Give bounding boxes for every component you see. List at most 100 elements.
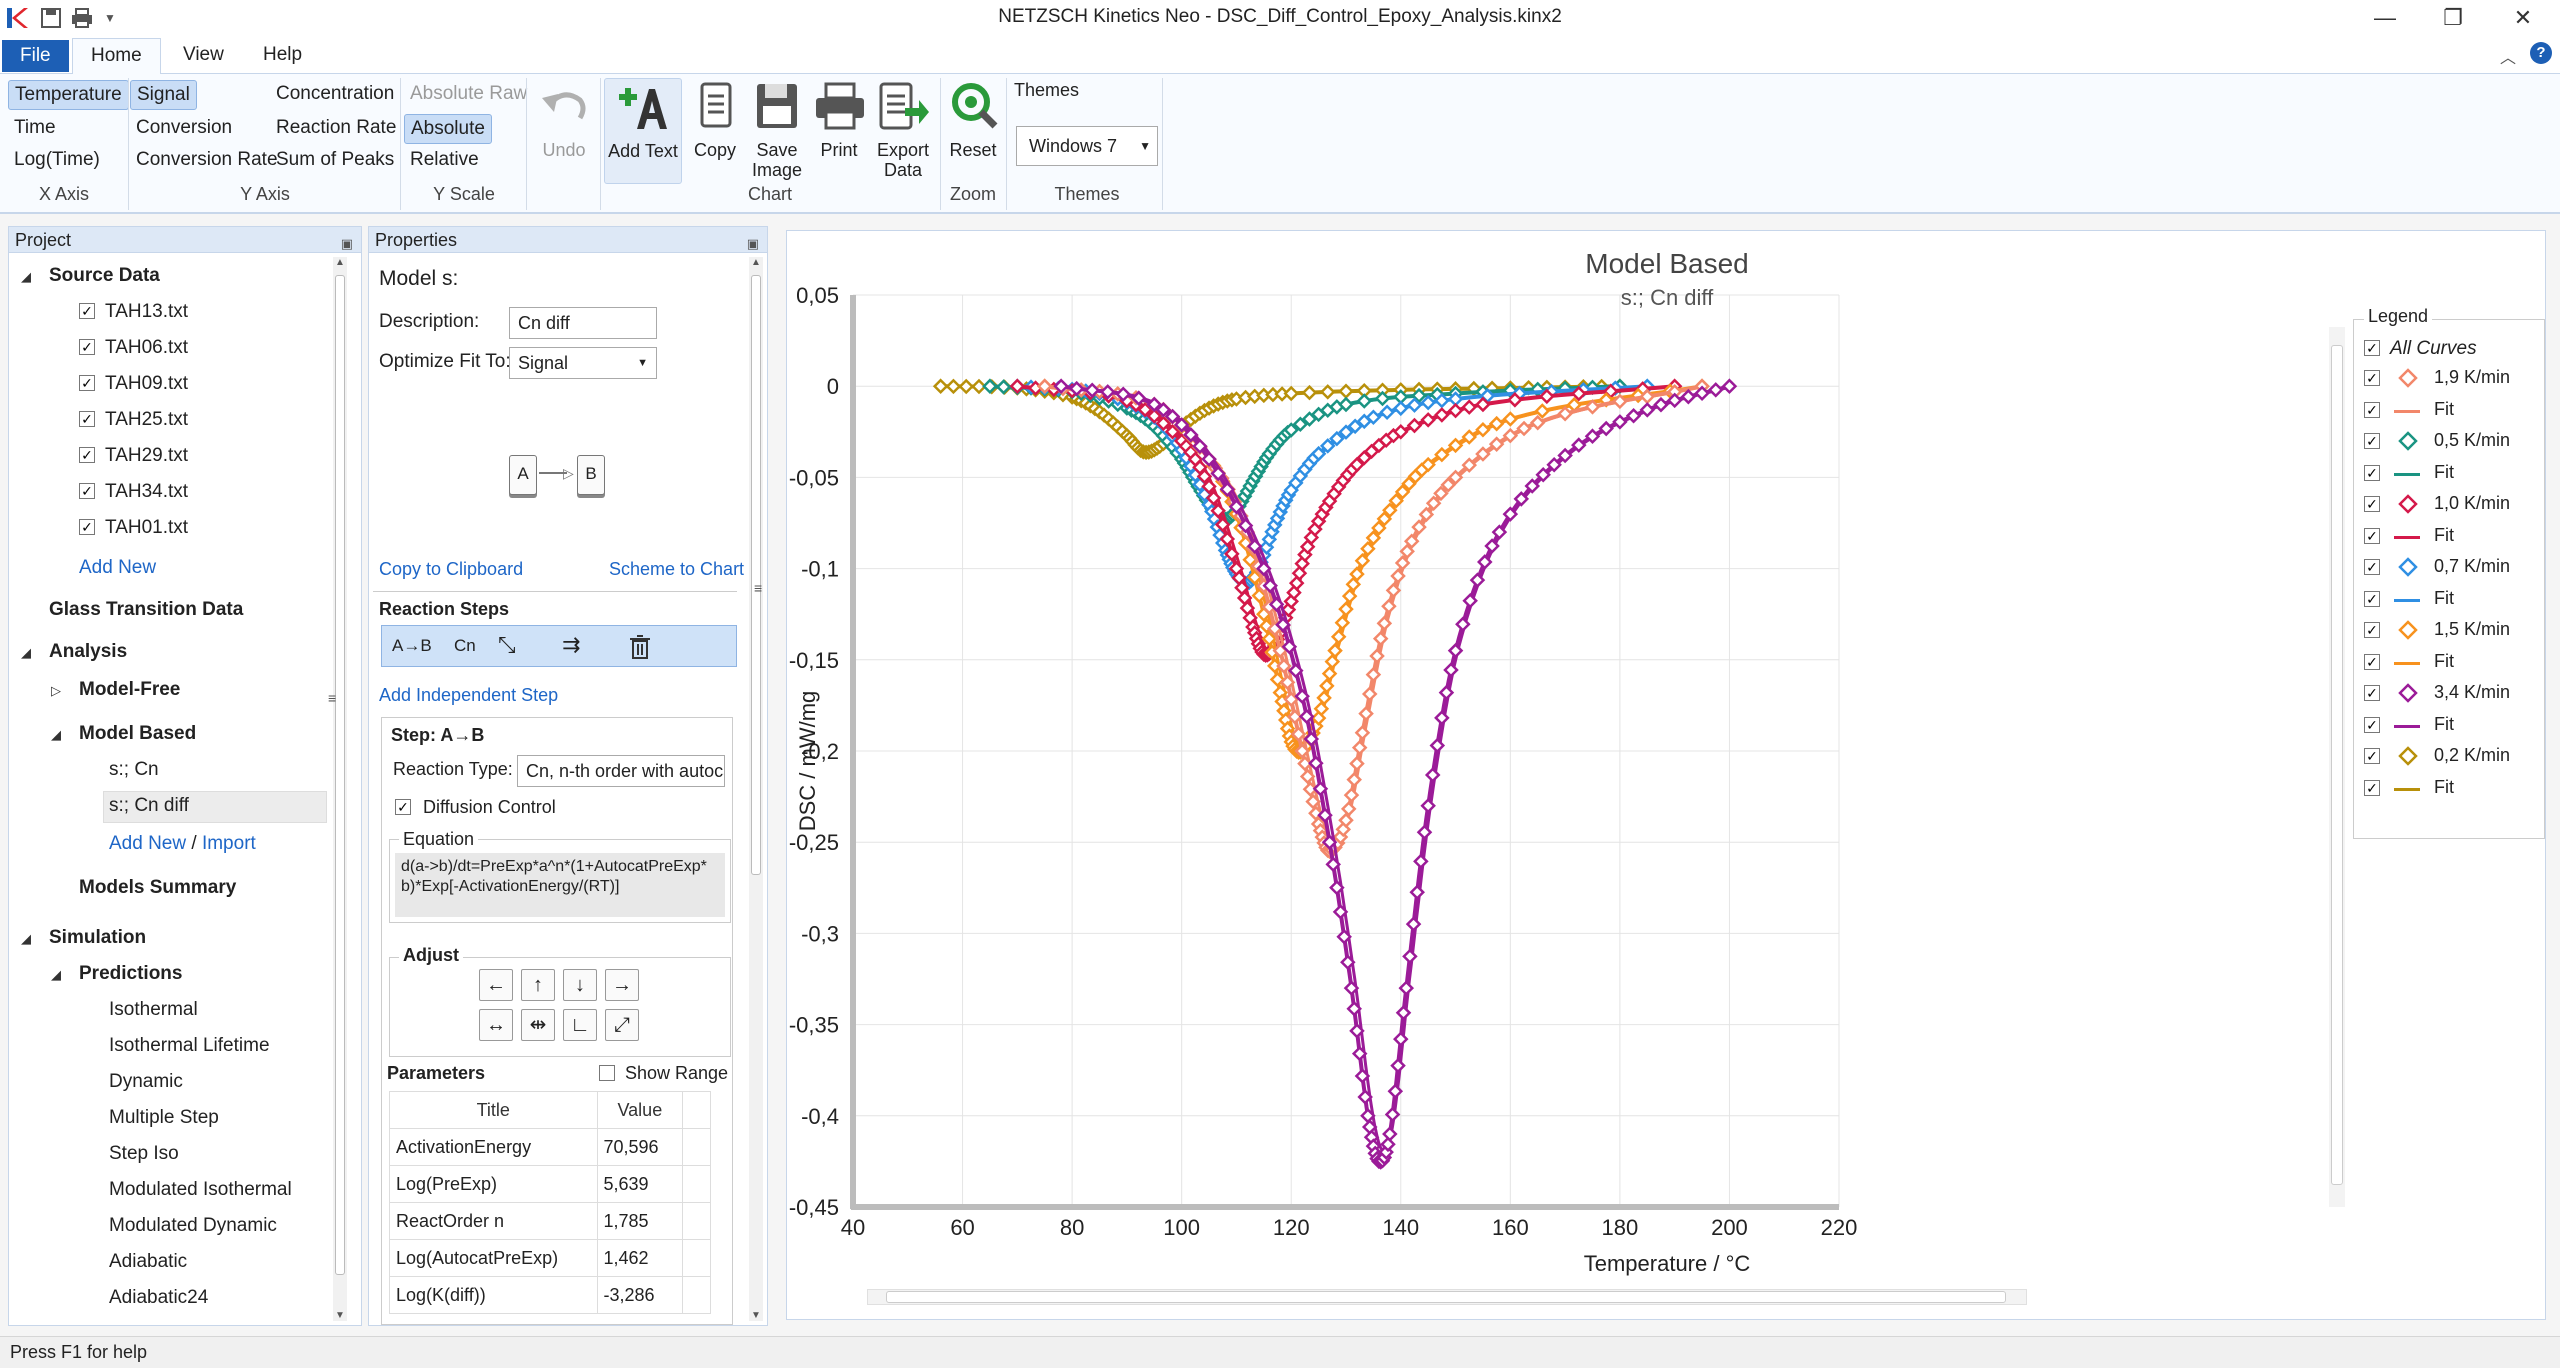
- legend-checkbox[interactable]: ✓: [2364, 779, 2380, 796]
- splitter-grip-icon[interactable]: ≡: [754, 580, 763, 596]
- tree-file-item[interactable]: TAH09.txt: [105, 373, 189, 394]
- legend-checkbox[interactable]: ✓: [2364, 433, 2380, 449]
- expand-triangle-icon[interactable]: ◢: [21, 269, 31, 284]
- legend-checkbox[interactable]: ✓: [2364, 559, 2380, 575]
- shift-down-button[interactable]: ↓: [563, 969, 597, 1001]
- pin-icon[interactable]: ▣: [340, 236, 353, 251]
- legend-checkbox[interactable]: ✓: [2364, 401, 2380, 418]
- param-value[interactable]: 1,785: [596, 1202, 684, 1240]
- minimize-icon[interactable]: —: [2374, 5, 2396, 30]
- checkbox[interactable]: ✓: [79, 375, 95, 391]
- add-new-model-link[interactable]: Add New: [109, 833, 187, 854]
- copy-to-clipboard-link[interactable]: Copy to Clipboard: [379, 559, 524, 579]
- tree-model-based[interactable]: Model Based: [79, 723, 197, 744]
- scheme-node-b[interactable]: B: [577, 455, 605, 495]
- diffusion-control-checkbox[interactable]: ✓: [395, 799, 411, 815]
- y-scale-relative-button[interactable]: Relative: [410, 149, 479, 170]
- tab-help[interactable]: Help: [263, 44, 303, 65]
- legend-checkbox[interactable]: ✓: [2364, 653, 2380, 670]
- tree-analysis[interactable]: Analysis: [49, 641, 128, 662]
- tree-file-item[interactable]: TAH34.txt: [105, 481, 189, 502]
- maximize-icon[interactable]: ❐: [2443, 5, 2463, 30]
- legend-checkbox[interactable]: ✓: [2364, 370, 2380, 386]
- legend-entry-label[interactable]: 1,0 K/min: [2434, 493, 2511, 513]
- add-text-button[interactable]: Add Text: [604, 78, 682, 184]
- table-row[interactable]: ReactOrder n 1,785: [389, 1202, 711, 1240]
- tree-prediction-item[interactable]: Adiabatic24: [109, 1287, 209, 1308]
- legend-checkbox[interactable]: ✓: [2364, 748, 2380, 764]
- scroll-thumb[interactable]: [335, 275, 345, 1275]
- compress-button[interactable]: ⇹: [521, 1009, 555, 1041]
- themes-select[interactable]: Windows 7 ▼: [1016, 126, 1158, 166]
- angle-down-button[interactable]: ∟: [563, 1009, 597, 1041]
- tree-prediction-item[interactable]: Isothermal Lifetime: [109, 1035, 270, 1056]
- tree-model-item[interactable]: s:; Cn: [109, 759, 159, 780]
- optimize-fit-select[interactable]: Signal ▼: [509, 347, 657, 379]
- splitter-grip-icon[interactable]: ≡: [328, 690, 337, 706]
- tree-file-item[interactable]: TAH29.txt: [105, 445, 189, 466]
- tab-view[interactable]: View: [183, 44, 224, 65]
- legend-entry-label[interactable]: 0,7 K/min: [2434, 556, 2511, 576]
- tree-prediction-item[interactable]: Isothermal: [109, 999, 198, 1020]
- legend-scrollbar[interactable]: [2329, 327, 2345, 1207]
- legend-entry-label[interactable]: 0,2 K/min: [2434, 745, 2511, 765]
- shift-up-button[interactable]: ↑: [521, 969, 555, 1001]
- scroll-thumb[interactable]: [751, 275, 761, 875]
- x-axis-logtime-button[interactable]: Log(Time): [14, 149, 100, 170]
- tree-prediction-item[interactable]: Modulated Dynamic: [109, 1215, 277, 1236]
- tree-glass-transition[interactable]: Glass Transition Data: [49, 599, 244, 620]
- legend-entry-label[interactable]: Fit: [2434, 398, 2454, 419]
- y-axis-concentration-button[interactable]: Concentration: [276, 83, 395, 104]
- param-value[interactable]: -3,286: [596, 1276, 684, 1314]
- legend-entry-label[interactable]: 1,5 K/min: [2434, 619, 2511, 639]
- close-icon[interactable]: ✕: [2513, 5, 2533, 30]
- add-independent-step-link[interactable]: Add Independent Step: [379, 685, 559, 705]
- collapse-triangle-icon[interactable]: ▷: [51, 683, 61, 698]
- tree-prediction-item[interactable]: Dynamic: [109, 1071, 183, 1092]
- tree-model-item-selected[interactable]: s:; Cn diff: [109, 795, 189, 816]
- add-new-source-link[interactable]: Add New: [79, 557, 157, 578]
- tree-file-item[interactable]: TAH13.txt: [105, 301, 189, 322]
- undo-button[interactable]: Undo: [532, 78, 596, 160]
- tab-file[interactable]: File: [2, 40, 69, 72]
- description-input[interactable]: Cn diff: [509, 307, 657, 339]
- y-scale-absolute-button[interactable]: Absolute: [404, 114, 492, 144]
- help-icon[interactable]: ?: [2530, 42, 2552, 64]
- angle-up-button[interactable]: ⤢: [605, 1009, 639, 1041]
- tree-model-free[interactable]: Model-Free: [79, 679, 181, 700]
- scheme-node-a[interactable]: A: [509, 455, 537, 495]
- scroll-thumb[interactable]: [886, 1291, 2006, 1303]
- legend-entry-label[interactable]: 3,4 K/min: [2434, 682, 2511, 702]
- trash-icon[interactable]: [628, 634, 652, 660]
- step-a-b-button[interactable]: A→B: [392, 636, 432, 655]
- x-axis-time-button[interactable]: Time: [14, 117, 56, 138]
- legend-all-curves[interactable]: All Curves: [2390, 338, 2477, 359]
- parallel-step-icon[interactable]: ⇉: [562, 632, 581, 657]
- checkbox[interactable]: ✓: [79, 339, 95, 355]
- legend-checkbox[interactable]: ✓: [2364, 622, 2380, 638]
- print-button[interactable]: Print: [812, 78, 866, 160]
- project-scrollbar[interactable]: ▲ ▼: [333, 257, 347, 1321]
- branch-step-icon[interactable]: ⤡: [498, 632, 516, 657]
- tree-predictions[interactable]: Predictions: [79, 963, 183, 984]
- legend-entry-label[interactable]: 0,5 K/min: [2434, 430, 2511, 450]
- export-data-button[interactable]: Export Data: [870, 78, 936, 180]
- collapse-ribbon-icon[interactable]: ︿: [2500, 50, 2517, 67]
- tree-prediction-item[interactable]: Adiabatic: [109, 1251, 188, 1272]
- x-axis-temperature-button[interactable]: Temperature: [8, 80, 129, 110]
- col-title-header[interactable]: Title: [389, 1091, 598, 1129]
- legend-entry-label[interactable]: Fit: [2434, 650, 2454, 671]
- checkbox[interactable]: ✓: [79, 447, 95, 463]
- shift-right-button[interactable]: →: [605, 969, 639, 1001]
- show-range-checkbox[interactable]: [599, 1065, 615, 1081]
- legend-checkbox[interactable]: ✓: [2364, 527, 2380, 544]
- chart-horizontal-scrollbar[interactable]: [867, 1289, 2027, 1305]
- shift-left-button[interactable]: ←: [479, 969, 513, 1001]
- tree-simulation[interactable]: Simulation: [49, 927, 147, 948]
- save-image-button[interactable]: Save Image: [746, 78, 808, 180]
- legend-entry-label[interactable]: Fit: [2434, 524, 2454, 545]
- col-value-header[interactable]: Value: [596, 1091, 684, 1129]
- reset-zoom-button[interactable]: Reset: [944, 78, 1002, 160]
- legend-entry-label[interactable]: Fit: [2434, 461, 2454, 482]
- param-value[interactable]: 1,462: [596, 1239, 684, 1277]
